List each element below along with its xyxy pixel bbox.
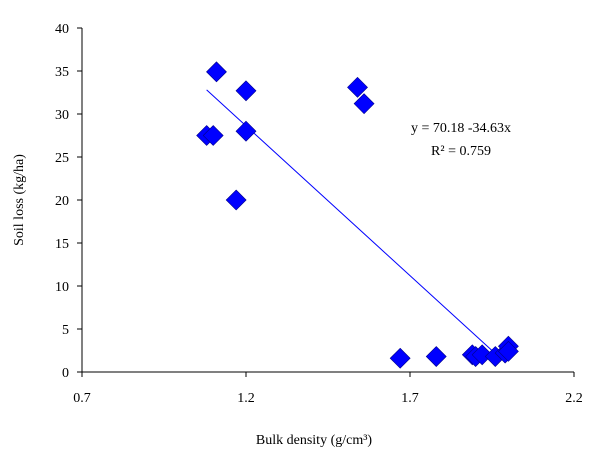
y-axis-title: Soil loss (kg/ha) xyxy=(12,154,27,246)
x-tick-label: 2.2 xyxy=(565,391,583,406)
data-point xyxy=(225,189,247,211)
axes xyxy=(81,28,574,373)
labels: Soil loss (kg/ha) Bulk density (g/cm³) y… xyxy=(12,121,511,448)
y-tick-label: 20 xyxy=(55,194,69,209)
data-point xyxy=(235,80,257,102)
y-tick-label: 5 xyxy=(62,323,69,338)
ticks: 0 5 10 15 20 25 30 35 40 0.7 1.2 1.7 2.2 xyxy=(55,22,583,406)
trendline-equation: y = 70.18 -34.63x xyxy=(411,121,511,136)
data-point xyxy=(389,347,411,369)
data-point xyxy=(471,344,493,366)
y-tick-label: 30 xyxy=(55,108,69,123)
r-squared-label: R² = 0.759 xyxy=(431,144,491,159)
y-tick-label: 40 xyxy=(55,22,69,37)
trendline-group xyxy=(206,89,499,357)
data-point xyxy=(497,340,519,362)
y-tick-label: 10 xyxy=(55,280,69,295)
x-tick-label: 1.2 xyxy=(237,391,255,406)
data-point xyxy=(347,76,368,98)
trendline xyxy=(206,89,499,357)
data-point xyxy=(425,346,447,367)
data-point xyxy=(206,61,227,83)
y-tick-label: 25 xyxy=(55,151,69,166)
y-tick-label: 35 xyxy=(55,65,69,80)
data-point xyxy=(202,125,224,146)
data-point xyxy=(353,93,375,115)
data-points xyxy=(196,61,519,369)
x-tick-label: 0.7 xyxy=(73,391,91,406)
y-tick-label: 15 xyxy=(55,237,69,252)
x-axis-title: Bulk density (g/cm³) xyxy=(256,433,373,448)
data-point xyxy=(235,120,257,142)
y-tick-label: 0 xyxy=(62,366,69,381)
x-tick-label: 1.7 xyxy=(401,391,419,406)
